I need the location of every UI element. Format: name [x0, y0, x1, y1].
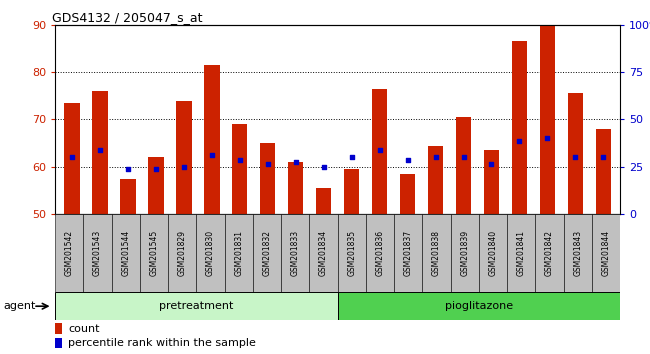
- Text: GSM201833: GSM201833: [291, 230, 300, 276]
- Bar: [232, 124, 248, 214]
- Bar: [92, 91, 108, 214]
- Bar: [564, 214, 592, 292]
- Bar: [479, 214, 507, 292]
- Point: [151, 166, 161, 172]
- Bar: [83, 214, 112, 292]
- Text: GSM201545: GSM201545: [150, 230, 159, 276]
- Point: [570, 154, 580, 160]
- Bar: [112, 214, 140, 292]
- Text: GSM201830: GSM201830: [206, 230, 215, 276]
- Bar: [253, 214, 281, 292]
- Text: GSM201544: GSM201544: [122, 230, 131, 276]
- Bar: [344, 169, 359, 214]
- Point: [598, 154, 608, 160]
- Bar: [225, 214, 253, 292]
- Text: GSM201829: GSM201829: [178, 230, 187, 276]
- Bar: [512, 41, 527, 214]
- Text: GSM201837: GSM201837: [404, 230, 413, 276]
- Text: GSM201840: GSM201840: [489, 230, 497, 276]
- Text: GSM201542: GSM201542: [65, 230, 74, 276]
- Text: GDS4132 / 205047_s_at: GDS4132 / 205047_s_at: [52, 11, 203, 24]
- Point: [514, 138, 525, 144]
- Text: percentile rank within the sample: percentile rank within the sample: [68, 338, 256, 348]
- Bar: [55, 214, 83, 292]
- Bar: [400, 174, 415, 214]
- Text: GSM201831: GSM201831: [235, 230, 243, 276]
- Bar: [120, 179, 136, 214]
- Bar: [366, 214, 394, 292]
- Text: GSM201839: GSM201839: [460, 230, 469, 276]
- Text: GSM201835: GSM201835: [347, 230, 356, 276]
- Bar: [338, 214, 366, 292]
- Text: GSM201844: GSM201844: [601, 230, 610, 276]
- Point: [402, 157, 413, 162]
- Bar: [309, 214, 338, 292]
- Text: GSM201543: GSM201543: [93, 230, 102, 276]
- Point: [123, 166, 133, 172]
- Bar: [55, 324, 62, 334]
- Bar: [428, 145, 443, 214]
- Point: [458, 154, 469, 160]
- Point: [67, 154, 77, 160]
- Point: [235, 157, 245, 162]
- Bar: [204, 65, 220, 214]
- Text: count: count: [68, 324, 99, 333]
- Text: GSM201842: GSM201842: [545, 230, 554, 276]
- Point: [291, 159, 301, 165]
- Bar: [168, 214, 196, 292]
- Point: [263, 162, 273, 167]
- Point: [346, 154, 357, 160]
- Bar: [288, 162, 304, 214]
- Bar: [281, 214, 309, 292]
- Point: [95, 147, 105, 153]
- Text: pioglitazone: pioglitazone: [445, 301, 513, 311]
- Bar: [64, 103, 80, 214]
- Bar: [592, 214, 620, 292]
- Bar: [316, 188, 332, 214]
- Bar: [536, 214, 564, 292]
- Bar: [540, 25, 555, 214]
- Point: [430, 154, 441, 160]
- Point: [374, 147, 385, 153]
- Text: GSM201843: GSM201843: [573, 230, 582, 276]
- Point: [486, 162, 497, 167]
- Bar: [567, 93, 583, 214]
- Bar: [140, 214, 168, 292]
- Text: GSM201841: GSM201841: [517, 230, 526, 276]
- Point: [318, 164, 329, 170]
- Bar: [456, 117, 471, 214]
- Bar: [260, 143, 276, 214]
- Bar: [484, 150, 499, 214]
- Point: [207, 152, 217, 158]
- Text: agent: agent: [3, 301, 36, 311]
- Bar: [507, 214, 536, 292]
- Bar: [176, 101, 192, 214]
- Point: [542, 136, 552, 141]
- Bar: [55, 337, 62, 348]
- Bar: [422, 214, 450, 292]
- Text: pretreatment: pretreatment: [159, 301, 233, 311]
- Bar: [595, 129, 611, 214]
- Bar: [372, 89, 387, 214]
- Point: [179, 164, 189, 170]
- Bar: [148, 157, 164, 214]
- Bar: [196, 214, 225, 292]
- Bar: [394, 214, 422, 292]
- Bar: [55, 292, 338, 320]
- Text: GSM201838: GSM201838: [432, 230, 441, 276]
- Text: GSM201836: GSM201836: [376, 230, 385, 276]
- Text: GSM201832: GSM201832: [263, 230, 272, 276]
- Bar: [338, 292, 620, 320]
- Bar: [450, 214, 479, 292]
- Text: GSM201834: GSM201834: [319, 230, 328, 276]
